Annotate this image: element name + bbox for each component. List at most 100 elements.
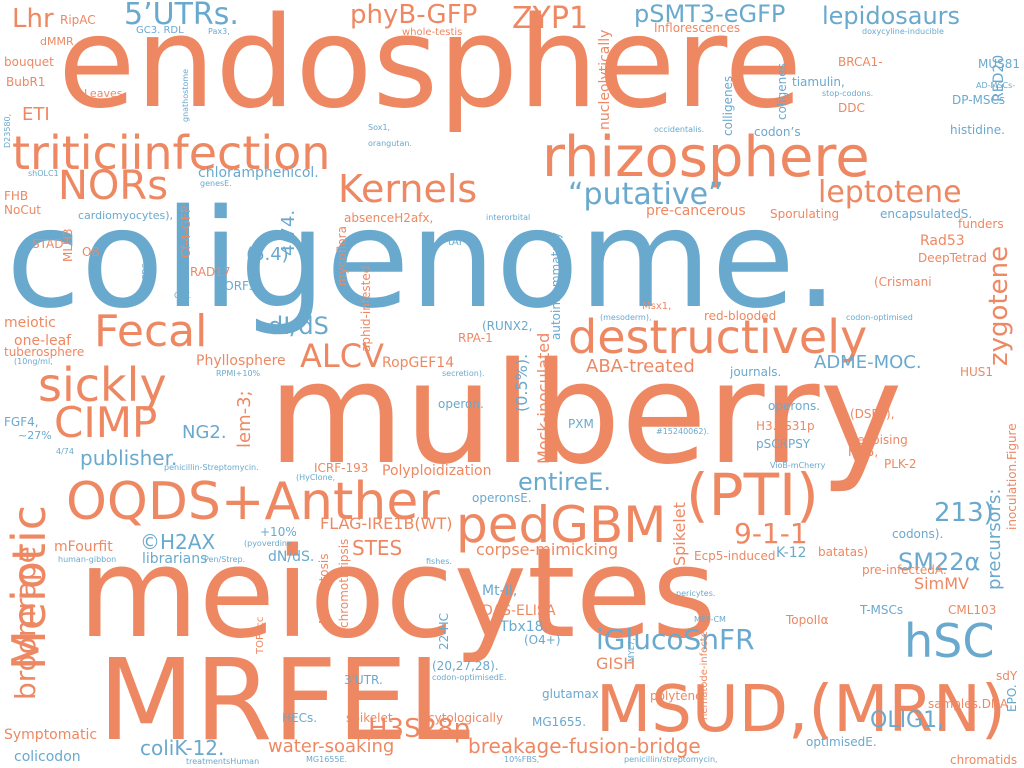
cloud-word: (0.5%). (512, 353, 531, 412)
cloud-word: cytologically (428, 711, 504, 725)
cloud-word: meiotic (4, 315, 56, 331)
cloud-word: T-MSCs (860, 603, 904, 617)
cloud-word: cardiomyocytes), (78, 209, 173, 222)
cloud-word: Pen/Strep. (204, 555, 246, 564)
cloud-word: endosphere (58, 0, 803, 136)
cloud-word: breakage-fusion-bridge (468, 734, 701, 758)
cloud-word: genesE. (200, 179, 232, 188)
cloud-word: DDC (838, 101, 865, 115)
cloud-word: 213) (934, 498, 994, 528)
cloud-word: iGlucoSnFR (596, 623, 755, 656)
cloud-word: 9-1-1 (734, 517, 808, 550)
cloud-word: ZYP1 (512, 1, 589, 36)
cloud-word: destructively (568, 310, 868, 364)
cloud-word: chromothripsis (337, 538, 351, 628)
cloud-word: HUS1 (960, 365, 994, 379)
cloud-word: 4/74. (278, 209, 299, 256)
cloud-word: Ecp5-induced (694, 549, 776, 563)
cloud-word: RPMI+10% (216, 369, 261, 378)
cloud-word: Cf-4-GFP (179, 205, 193, 258)
cloud-word: operons. (768, 399, 821, 413)
cloud-word: pre-cancerous (646, 203, 746, 219)
cloud-word: samples.DNA (928, 697, 1009, 711)
cloud-word: penicillin-Streptomycin. (164, 463, 259, 472)
cloud-word: HECs. (282, 711, 318, 725)
cloud-word: colicodon (14, 749, 81, 765)
cloud-word: Fgf5, (848, 445, 879, 459)
cloud-word: tiamulin, (792, 75, 845, 89)
cloud-word: Denoising (848, 433, 908, 447)
cloud-word: nucleolytically (597, 29, 613, 130)
cloud-word: #15240062). (656, 427, 710, 436)
cloud-word: MG1655. (532, 715, 587, 729)
cloud-word: meiocytes (78, 522, 717, 666)
cloud-word: ETI (22, 104, 50, 125)
cloud-word: optimisedE. (806, 735, 877, 749)
cloud-word: lepidosaurs (822, 2, 961, 30)
cloud-word: dN/dS. (268, 549, 315, 565)
cloud-word: chloramphenicol. (198, 165, 319, 181)
cloud-word: PXM (568, 417, 594, 431)
cloud-word: occidentalis. (654, 125, 705, 134)
cloud-word: OQDS+Anther (66, 472, 440, 532)
cloud-word: Kernels (338, 167, 478, 211)
cloud-word: zygotene (984, 245, 1014, 366)
cloud-word: H3S28p (368, 714, 471, 744)
cloud-word: Mt-II, (482, 583, 518, 599)
cloud-word: histidine. (950, 123, 1005, 137)
cloud-word: publisher. (80, 446, 178, 470)
cloud-word: +10% (260, 525, 297, 539)
cloud-word: operonsE. (472, 491, 532, 505)
cloud-word: pSCRPSY (756, 437, 811, 451)
cloud-word: Rad53 (920, 233, 965, 249)
cloud-word: sickly (38, 358, 167, 412)
cloud-word: GC3. RDL (136, 25, 184, 36)
cloud-word: H3.3S31p (756, 419, 815, 433)
cloud-word: gnathostome (181, 68, 190, 122)
cloud-word: lem-3; (234, 390, 255, 448)
cloud-word: (O4+) (524, 633, 561, 647)
cloud-word: absenceH2afx, (344, 211, 434, 225)
cloud-word: treatmentsHuman (186, 757, 260, 766)
cloud-word: entireE. (518, 468, 611, 496)
cloud-word: nematode-infected (699, 624, 710, 720)
cloud-word: operon. (438, 397, 484, 411)
cloud-word: MLH3 (61, 228, 75, 262)
cloud-word: bouquet (4, 55, 54, 69)
cloud-word: NG2. (182, 422, 227, 443)
cloud-word: mFourfit (54, 539, 113, 555)
cloud-word: Mock-inoculated (534, 332, 553, 464)
cloud-word: ICRF-193 (314, 461, 369, 475)
cloud-word: inoculation.Figure (1005, 423, 1019, 530)
cloud-word: pedGBM (456, 496, 667, 554)
cloud-word: pericytes. (676, 589, 716, 598)
cloud-word: (RUNX2, (482, 319, 533, 333)
cloud-word: MEF-CM (694, 615, 726, 624)
cloud-word: rhizosphere (542, 125, 870, 190)
cloud-word: MRFEL (98, 636, 471, 766)
cloud-word: coligenome. (6, 181, 839, 339)
cloud-word: (HyClone, (296, 473, 336, 482)
cloud-word: EPO. (1005, 684, 1019, 712)
cloud-word: journals. (730, 365, 782, 379)
cloud-word: red-blooded (704, 309, 777, 323)
cloud-word: penicillin/streptomycin, (624, 755, 718, 764)
cloud-word: DeepTetrad (918, 251, 987, 265)
cloud-word: one-leaf (14, 333, 72, 349)
cloud-word: CIMP (54, 398, 158, 447)
cloud-word: STES (352, 536, 403, 560)
cloud-word: broomrape (9, 546, 42, 700)
cloud-word: Fecal (94, 306, 208, 357)
cloud-word: (pyoverdine (244, 539, 292, 548)
cloud-word: SimMV (914, 574, 969, 593)
cloud-word: Sporulating (770, 207, 840, 221)
cloud-word: TOP2cc (255, 616, 266, 654)
cloud-word: OFT. (174, 291, 192, 300)
cloud-word: Lhr (12, 4, 54, 34)
cloud-word: 10%FBS, (504, 755, 540, 764)
cloud-word: doxycyline-inducible (862, 27, 944, 36)
cloud-word: pSMT3-eGFP (634, 0, 786, 28)
cloud-word: ALCV (300, 337, 384, 375)
cloud-word: fishes. (426, 557, 452, 566)
